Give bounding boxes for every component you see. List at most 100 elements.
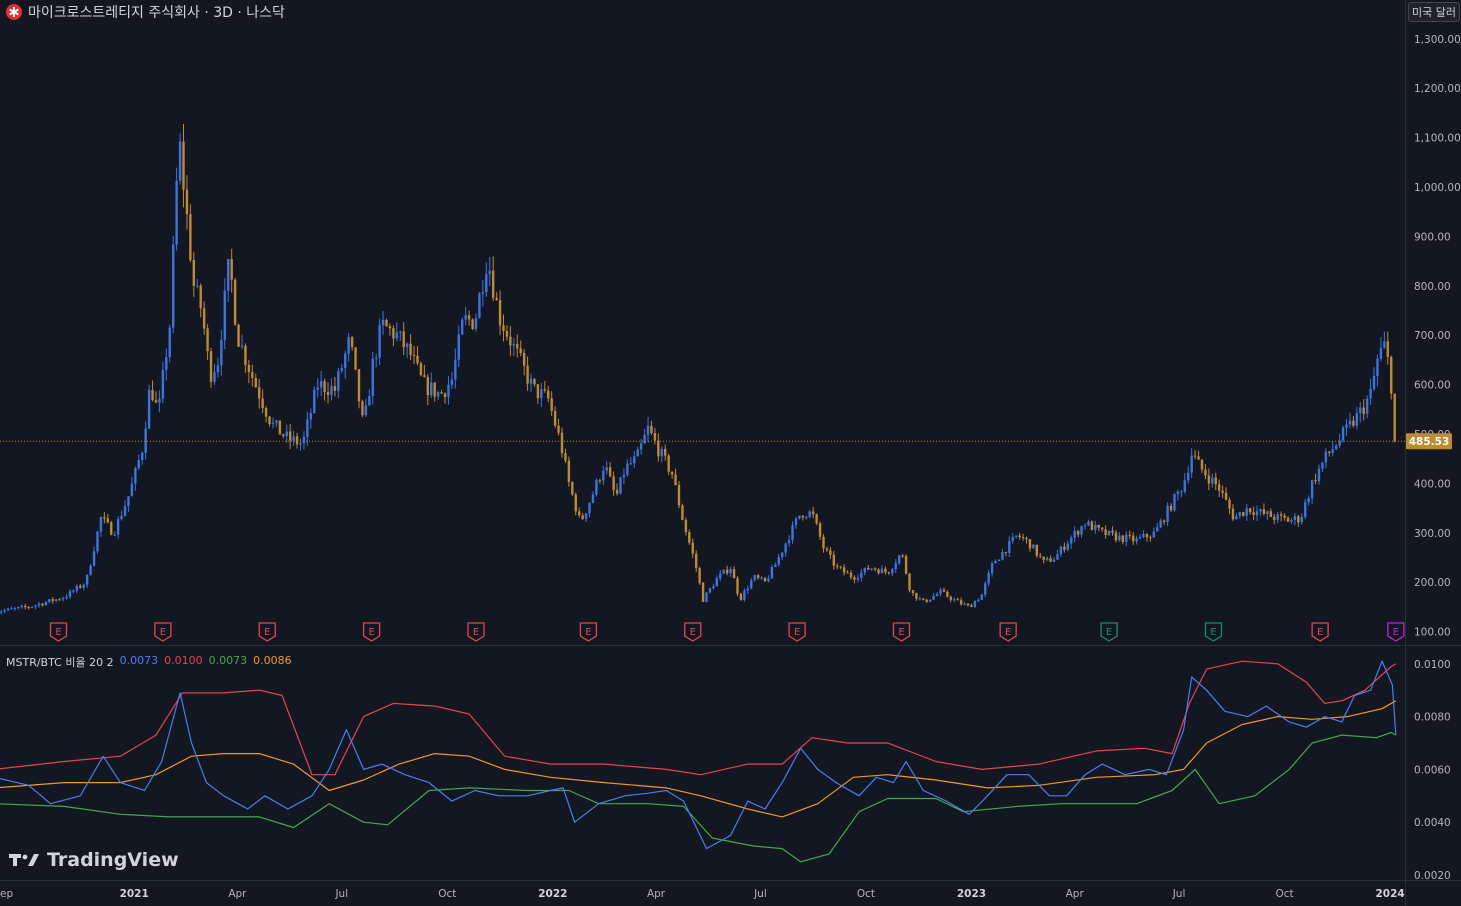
candle-body bbox=[1200, 459, 1204, 470]
candle-body bbox=[891, 569, 894, 574]
candle-body bbox=[340, 368, 343, 372]
candle-body bbox=[505, 330, 509, 337]
candle-body bbox=[1111, 530, 1114, 533]
earnings-marker[interactable]: E bbox=[788, 622, 806, 642]
candle-body bbox=[1345, 424, 1348, 428]
candle-body bbox=[787, 539, 791, 544]
candle-body bbox=[894, 563, 897, 570]
candle-body bbox=[481, 292, 485, 294]
earnings-marker[interactable]: E bbox=[892, 622, 911, 642]
time-tick-label: 2023 bbox=[957, 888, 986, 900]
candle-body bbox=[1004, 551, 1008, 554]
candle-body bbox=[82, 584, 85, 588]
candle-body bbox=[836, 565, 839, 567]
earnings-marker-label: E bbox=[585, 627, 591, 638]
candle-body bbox=[461, 319, 464, 335]
candle-body bbox=[591, 494, 595, 503]
earnings-marker-label: E bbox=[160, 627, 166, 638]
price-tick-label: 400.00 bbox=[1414, 478, 1451, 490]
price-tick-label: 700.00 bbox=[1414, 330, 1451, 342]
currency-button[interactable]: 미국 달러 bbox=[1408, 2, 1460, 22]
candle-body bbox=[371, 358, 374, 397]
candle-body bbox=[533, 378, 536, 385]
candle-body bbox=[633, 456, 636, 464]
candle-body bbox=[258, 387, 261, 399]
candle-body bbox=[990, 563, 994, 573]
candle-body bbox=[715, 578, 719, 587]
indicator-legend[interactable]: MSTR/BTC 비율 20 2 0.0073 0.0100 0.0073 0.… bbox=[6, 654, 292, 670]
candle-body bbox=[581, 515, 584, 520]
time-tick-label: Apr bbox=[228, 888, 247, 900]
candle-body bbox=[34, 605, 37, 607]
indicator-axis[interactable]: 0.0100 0.0080 0.0060 0.0040 0.0020 bbox=[1414, 659, 1451, 882]
candle-body bbox=[326, 392, 330, 395]
indicator-name[interactable]: MSTR/BTC 비율 20 2 bbox=[6, 656, 114, 669]
candle-body bbox=[178, 141, 182, 181]
candle-body bbox=[347, 337, 350, 354]
candle-body bbox=[1262, 509, 1266, 514]
candle-body bbox=[1049, 558, 1052, 562]
candle-body bbox=[436, 392, 440, 397]
candle-body bbox=[560, 432, 564, 454]
candle-body bbox=[1255, 511, 1259, 516]
candle-body bbox=[698, 568, 701, 583]
candle-body bbox=[275, 420, 278, 423]
candle-body bbox=[233, 279, 237, 325]
earnings-marker[interactable]: E bbox=[362, 622, 381, 642]
candle-body bbox=[536, 384, 540, 399]
candle-body bbox=[1334, 445, 1338, 450]
candle-body bbox=[739, 593, 743, 600]
candle-body bbox=[385, 319, 388, 327]
candle-body bbox=[1197, 456, 1200, 460]
candle-body bbox=[227, 259, 230, 291]
earnings-marker[interactable]: E bbox=[154, 622, 172, 642]
chart-title[interactable]: 마이크로스트레티지 주식회사 · 3D · 나스닥 bbox=[28, 5, 285, 21]
candle-body bbox=[626, 463, 629, 475]
candle-body bbox=[171, 244, 175, 328]
candle-body bbox=[1107, 530, 1111, 536]
candle-body bbox=[598, 480, 602, 482]
candle-body bbox=[529, 378, 533, 384]
candle-body bbox=[3, 610, 6, 612]
candle-body bbox=[519, 348, 522, 353]
earnings-marker[interactable]: E bbox=[999, 622, 1017, 642]
candle-body bbox=[770, 566, 774, 579]
earnings-marker[interactable]: E bbox=[1387, 622, 1405, 642]
candle-body bbox=[454, 359, 457, 380]
candle-body bbox=[196, 285, 199, 287]
earnings-marker[interactable]: E bbox=[579, 622, 598, 642]
earnings-marker-label: E bbox=[898, 627, 904, 638]
tradingview-logo[interactable]: TradingView bbox=[9, 849, 179, 871]
earnings-marker[interactable]: E bbox=[49, 622, 68, 642]
candle-body bbox=[825, 548, 829, 551]
time-axis[interactable]: ep 2021 Apr Jul Oct 2022 Apr Jul Oct 2023 Apr Jul Oc… bbox=[0, 888, 1405, 900]
earnings-marker[interactable]: E bbox=[1100, 622, 1118, 642]
price-tick-label: 1,200.00 bbox=[1414, 83, 1461, 95]
candle-body bbox=[1390, 356, 1393, 394]
candle-body bbox=[736, 578, 739, 594]
indicator-value-lower: 0.0073 bbox=[208, 654, 248, 667]
price-tick-label: 1,100.00 bbox=[1414, 133, 1461, 145]
earnings-marker[interactable]: E bbox=[467, 622, 485, 642]
candle-body bbox=[670, 471, 674, 475]
candle-body bbox=[547, 390, 550, 399]
price-axis[interactable]: 1,300.00 1,200.00 1,100.00 1,000.00 900.00 80… bbox=[1414, 34, 1461, 639]
candle-body bbox=[1283, 515, 1286, 518]
candle-body bbox=[1297, 516, 1300, 523]
last-price-label: 485.53 bbox=[1409, 436, 1450, 448]
candle-body bbox=[1383, 341, 1386, 348]
last-price-tag[interactable] bbox=[1406, 433, 1452, 450]
earnings-marker[interactable]: E bbox=[1311, 622, 1329, 642]
earnings-marker[interactable]: E bbox=[1204, 622, 1223, 642]
earnings-marker[interactable]: E bbox=[684, 622, 702, 642]
candle-body bbox=[791, 525, 794, 540]
candle-body bbox=[1183, 480, 1186, 492]
candle-body bbox=[110, 522, 113, 535]
earnings-marker[interactable]: E bbox=[258, 622, 276, 642]
candle-body bbox=[977, 599, 980, 602]
symbol-logo-icon bbox=[6, 4, 22, 20]
candle-body bbox=[743, 590, 746, 600]
